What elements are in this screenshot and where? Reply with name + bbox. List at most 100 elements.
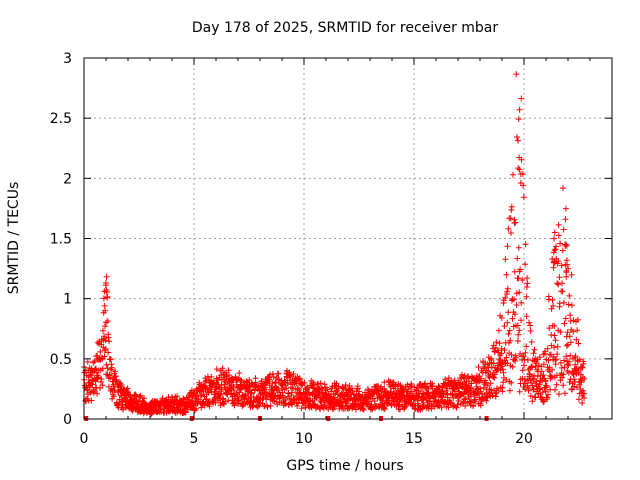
data-point bbox=[246, 377, 253, 383]
data-point bbox=[210, 379, 217, 386]
data-point bbox=[519, 367, 526, 374]
data-point bbox=[510, 171, 516, 178]
data-point bbox=[550, 249, 557, 256]
data-point bbox=[104, 293, 111, 300]
data-point bbox=[515, 137, 521, 144]
data-point bbox=[551, 259, 558, 266]
data-point bbox=[514, 255, 521, 262]
data-point bbox=[420, 401, 427, 408]
data-point bbox=[453, 404, 460, 411]
data-point bbox=[550, 258, 557, 265]
data-point bbox=[565, 265, 572, 272]
data-point bbox=[365, 387, 372, 394]
data-point bbox=[447, 399, 454, 406]
data-point bbox=[512, 219, 519, 226]
data-point bbox=[267, 403, 274, 409]
data-point bbox=[575, 340, 582, 347]
data-point bbox=[552, 246, 559, 253]
data-point bbox=[535, 390, 542, 397]
x-tick-label: 20 bbox=[515, 431, 533, 447]
data-point bbox=[531, 346, 538, 353]
data-point bbox=[111, 387, 118, 394]
x-axis-label: GPS time / hours bbox=[286, 458, 403, 474]
data-point bbox=[461, 396, 468, 403]
data-point bbox=[523, 343, 530, 350]
data-point bbox=[100, 327, 106, 334]
data-point bbox=[551, 235, 557, 242]
x-tick-label: 0 bbox=[80, 431, 89, 447]
data-point bbox=[429, 383, 436, 390]
data-point bbox=[521, 362, 527, 369]
data-point bbox=[101, 302, 108, 309]
data-point bbox=[468, 380, 475, 387]
data-points bbox=[81, 71, 588, 421]
y-tick-label: 1 bbox=[63, 292, 72, 308]
data-point bbox=[445, 404, 452, 411]
data-point bbox=[296, 375, 303, 382]
data-point bbox=[561, 364, 568, 371]
data-point bbox=[555, 281, 562, 288]
data-point bbox=[224, 381, 231, 388]
data-point bbox=[566, 292, 573, 299]
data-point bbox=[575, 368, 582, 374]
y-tick-label: 2 bbox=[63, 171, 72, 187]
data-point bbox=[102, 323, 108, 330]
data-point bbox=[508, 351, 515, 358]
data-point bbox=[288, 389, 295, 396]
data-point bbox=[579, 400, 586, 406]
data-point bbox=[516, 166, 523, 173]
data-point bbox=[375, 391, 382, 398]
data-point bbox=[562, 205, 569, 212]
data-point bbox=[342, 382, 349, 388]
data-point bbox=[90, 359, 97, 366]
data-point bbox=[567, 312, 574, 319]
data-point bbox=[579, 364, 586, 371]
data-point bbox=[576, 356, 583, 363]
data-point bbox=[467, 385, 474, 392]
data-point bbox=[491, 371, 498, 378]
y-tick-label: 2.5 bbox=[50, 111, 72, 127]
data-point bbox=[202, 378, 209, 385]
data-point bbox=[102, 337, 109, 344]
data-point bbox=[472, 396, 479, 403]
data-point bbox=[477, 402, 484, 409]
data-point bbox=[84, 358, 91, 365]
y-axis-label: SRMTID / TECUs bbox=[6, 182, 22, 295]
data-point bbox=[581, 376, 588, 382]
data-point bbox=[570, 328, 577, 335]
data-point bbox=[540, 361, 547, 368]
data-point bbox=[301, 379, 308, 386]
data-point bbox=[540, 351, 547, 358]
data-point bbox=[509, 315, 516, 322]
data-point bbox=[120, 386, 127, 393]
data-point bbox=[526, 385, 532, 391]
data-point bbox=[505, 225, 512, 232]
data-point bbox=[236, 389, 243, 396]
data-point bbox=[568, 271, 575, 278]
data-point bbox=[488, 387, 495, 393]
data-point bbox=[108, 364, 115, 371]
data-point bbox=[103, 361, 110, 368]
data-point bbox=[551, 344, 558, 351]
data-point bbox=[294, 403, 301, 409]
data-point bbox=[348, 385, 355, 392]
x-tick-label: 10 bbox=[295, 431, 313, 447]
data-point bbox=[208, 373, 215, 380]
data-point bbox=[243, 399, 250, 406]
data-point bbox=[498, 363, 505, 370]
data-point bbox=[581, 395, 588, 401]
data-point bbox=[511, 296, 517, 303]
data-point bbox=[555, 232, 562, 239]
data-point bbox=[559, 247, 566, 254]
data-point bbox=[88, 397, 95, 404]
data-point bbox=[226, 372, 233, 379]
data-point bbox=[517, 266, 524, 273]
data-point bbox=[499, 384, 506, 391]
data-point bbox=[565, 301, 572, 308]
data-point bbox=[557, 329, 564, 335]
data-point bbox=[549, 297, 556, 303]
data-point bbox=[551, 332, 558, 339]
data-point bbox=[562, 242, 569, 249]
data-point bbox=[272, 379, 279, 386]
data-point bbox=[575, 396, 582, 403]
